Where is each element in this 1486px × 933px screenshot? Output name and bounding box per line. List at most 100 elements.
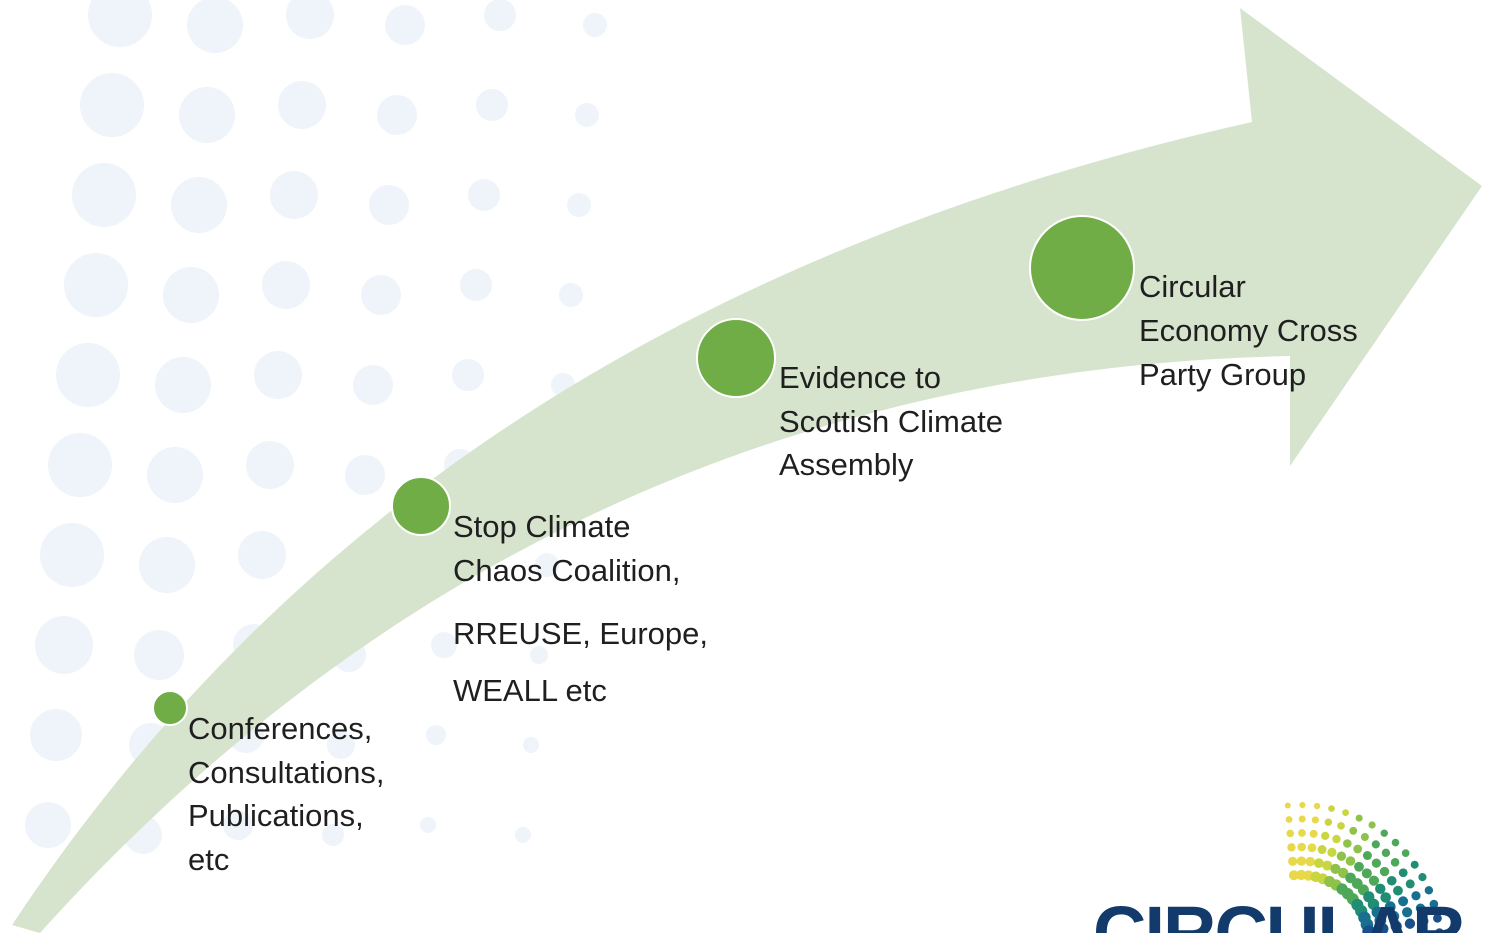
dot — [431, 632, 457, 658]
dot — [1380, 829, 1388, 837]
dot — [1354, 861, 1364, 872]
dot — [1353, 844, 1363, 854]
node-label: Conferences, — [188, 711, 372, 746]
dot — [1355, 814, 1363, 822]
dot — [1345, 856, 1356, 866]
dot — [1384, 901, 1396, 913]
dot — [64, 253, 128, 317]
dot — [426, 725, 446, 745]
dot — [515, 827, 531, 843]
dot — [1376, 922, 1389, 933]
dot — [262, 261, 310, 309]
dot — [385, 5, 425, 45]
node-label: etc — [188, 842, 229, 877]
dot — [1343, 839, 1352, 848]
dot — [1368, 821, 1376, 829]
dot — [1368, 875, 1380, 886]
node-label: Scottish Climate — [779, 404, 1003, 439]
dot — [1402, 907, 1413, 918]
dot — [56, 343, 120, 407]
dot — [1371, 858, 1381, 868]
dot — [353, 365, 393, 405]
dot — [1307, 843, 1317, 853]
dot — [30, 709, 82, 761]
growth-arrow — [12, 8, 1482, 933]
dot — [1311, 816, 1319, 824]
dot — [1433, 913, 1442, 923]
dot — [1390, 858, 1400, 867]
dot — [1362, 925, 1376, 933]
dot — [139, 537, 195, 593]
dot — [187, 0, 243, 53]
dot — [1313, 858, 1324, 869]
dot — [147, 447, 203, 503]
dot — [1405, 879, 1415, 889]
dot — [1313, 802, 1321, 810]
dot — [35, 616, 93, 674]
dot — [369, 185, 409, 225]
dot — [1285, 816, 1293, 823]
node-label: Party Group — [1139, 357, 1306, 392]
dot — [286, 0, 334, 39]
dot — [1418, 873, 1427, 882]
dot — [476, 89, 508, 121]
dot — [1336, 851, 1347, 861]
node-label: Evidence to — [779, 360, 941, 395]
logo-mark — [1284, 801, 1444, 933]
dot — [1309, 829, 1318, 838]
dot — [1434, 928, 1444, 933]
milestone-dot — [152, 690, 188, 726]
dot — [575, 103, 599, 127]
dot — [1380, 892, 1392, 903]
dot — [1297, 842, 1307, 852]
dot — [1401, 849, 1410, 858]
dot — [1321, 831, 1330, 840]
dot — [1327, 847, 1337, 857]
dot — [163, 267, 219, 323]
dot — [1330, 863, 1341, 874]
dot — [1322, 860, 1333, 871]
node-label: Consultations, — [188, 755, 384, 790]
dot — [48, 433, 112, 497]
dot — [1296, 856, 1307, 866]
dot — [523, 737, 539, 753]
dot — [238, 531, 286, 579]
dot — [1390, 920, 1402, 932]
dot — [460, 269, 492, 301]
dot — [155, 357, 211, 413]
dot — [1298, 815, 1306, 823]
dot — [322, 824, 344, 846]
dot — [1284, 802, 1291, 809]
dot — [452, 359, 484, 391]
dot — [1288, 856, 1298, 866]
dot — [1371, 840, 1380, 849]
dot — [1411, 891, 1421, 901]
dot — [1299, 801, 1306, 809]
dot — [270, 171, 318, 219]
dot — [1393, 885, 1403, 896]
node-label: RREUSE, Europe, — [453, 616, 708, 651]
logo-text: CIRCULAR — [1093, 891, 1464, 933]
dot — [468, 179, 500, 211]
dot — [171, 177, 227, 233]
node-label: Stop Climate — [453, 509, 630, 544]
dot — [179, 87, 235, 143]
dot — [1362, 851, 1372, 861]
dot — [25, 802, 71, 848]
node-label: Economy Cross — [1139, 313, 1358, 348]
milestone-dot — [696, 318, 776, 398]
dot — [254, 351, 302, 399]
dot — [1410, 860, 1419, 869]
milestone-dot — [391, 476, 451, 536]
node-label: WEALL etc — [453, 673, 607, 708]
dot — [1360, 832, 1369, 841]
dot — [1287, 843, 1296, 852]
dot — [134, 630, 184, 680]
dot — [1424, 886, 1434, 895]
dot — [1305, 856, 1316, 867]
dot — [1324, 818, 1333, 826]
dot — [327, 731, 355, 759]
dot — [1288, 870, 1299, 881]
dot — [1342, 809, 1349, 817]
